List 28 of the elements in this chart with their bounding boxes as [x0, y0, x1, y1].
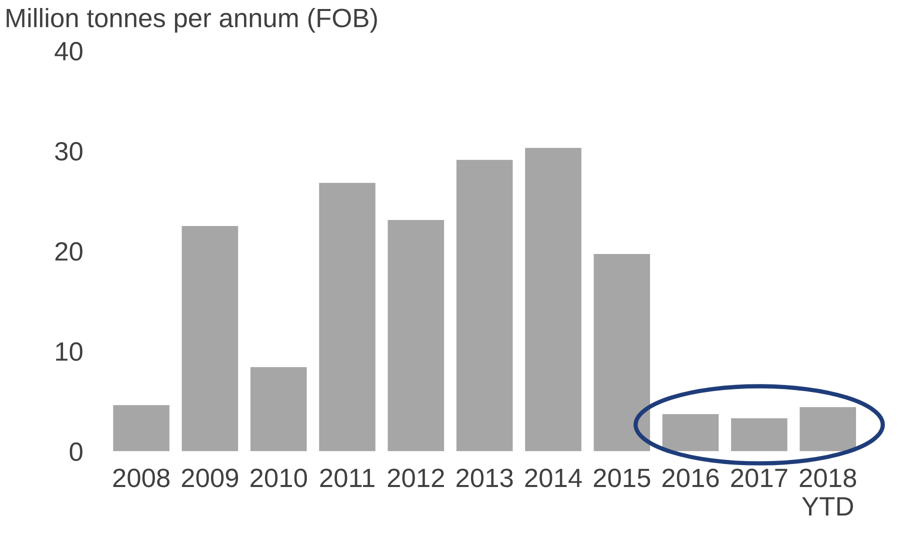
x-tick-label: 2009 — [182, 468, 238, 488]
bar — [250, 367, 307, 452]
x-tick-label: 2016 — [662, 468, 719, 488]
bar — [113, 405, 170, 452]
x-tick-label: 2010 — [250, 468, 307, 488]
bar — [662, 414, 719, 452]
bar — [319, 182, 376, 452]
bar — [456, 160, 513, 452]
y-tick-label: 20 — [55, 242, 82, 261]
y-tick-label: 40 — [54, 42, 82, 61]
x-tick-label: 2013 — [456, 468, 513, 488]
bar — [388, 220, 444, 452]
x-tick-label: 2011 — [320, 468, 374, 488]
x-tick-label: 2017 — [731, 468, 788, 488]
x-tick-label: 2014 — [525, 468, 582, 488]
y-tick-label: 30 — [55, 142, 82, 161]
x-tick-label: 2018 YTD — [800, 468, 856, 516]
bar — [800, 407, 856, 452]
x-tick-label: 2008 — [113, 468, 170, 488]
y-tick-label: 0 — [70, 442, 82, 462]
x-tick-label: 2015 — [594, 468, 650, 488]
x-tick-label: 2012 — [388, 468, 444, 488]
bar — [525, 148, 582, 452]
bar — [731, 418, 788, 452]
bar — [182, 226, 238, 452]
y-axis-title: Million tonnes per annum (FOB) — [6, 8, 377, 33]
bar — [594, 254, 650, 452]
y-tick-label: 10 — [56, 342, 82, 361]
